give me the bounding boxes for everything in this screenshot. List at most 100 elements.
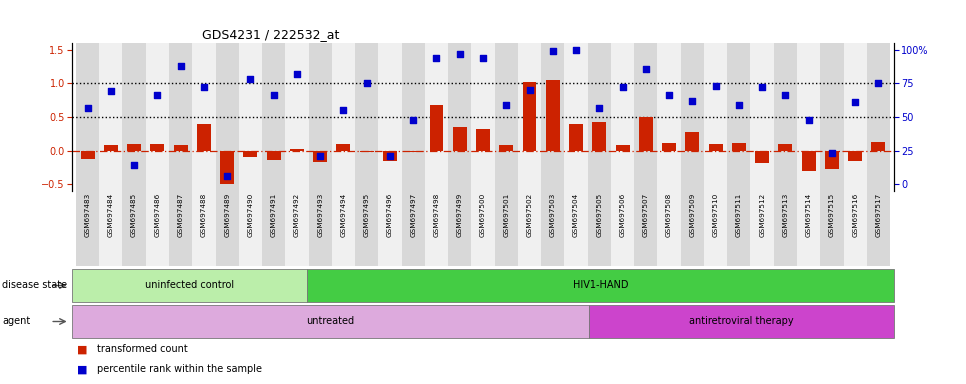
Bar <box>448 43 471 191</box>
Bar <box>635 191 658 266</box>
Bar <box>285 191 308 266</box>
Bar <box>151 144 164 151</box>
Bar <box>220 151 234 184</box>
Bar <box>867 191 890 266</box>
Point <box>266 93 281 99</box>
Bar <box>825 151 838 169</box>
Bar <box>471 43 495 191</box>
Text: GSM697500: GSM697500 <box>480 193 486 237</box>
Bar <box>128 144 141 151</box>
Text: transformed count: transformed count <box>97 344 187 354</box>
Point <box>429 55 444 61</box>
Bar <box>215 43 239 191</box>
Text: GSM697508: GSM697508 <box>667 193 672 237</box>
Text: GSM697515: GSM697515 <box>829 193 835 237</box>
Bar <box>499 145 513 151</box>
Bar <box>146 43 169 191</box>
Bar <box>709 144 723 151</box>
Bar <box>615 145 630 151</box>
Text: GSM697497: GSM697497 <box>411 193 416 237</box>
Text: GSM697496: GSM697496 <box>387 193 393 237</box>
Bar <box>774 191 797 266</box>
Bar <box>843 43 867 191</box>
Bar <box>639 117 653 151</box>
Text: GSM697513: GSM697513 <box>782 193 788 237</box>
Bar <box>99 43 123 191</box>
Bar <box>727 43 751 191</box>
Text: GSM697489: GSM697489 <box>224 193 230 237</box>
Point <box>242 76 258 83</box>
Bar <box>546 80 559 151</box>
Bar <box>123 43 146 191</box>
Text: GSM697510: GSM697510 <box>713 193 719 237</box>
Text: GSM697493: GSM697493 <box>317 193 324 237</box>
Text: GSM697490: GSM697490 <box>247 193 253 237</box>
Text: HIV1-HAND: HIV1-HAND <box>573 280 628 291</box>
Bar <box>99 191 123 266</box>
Bar <box>727 191 751 266</box>
Point <box>150 93 165 99</box>
Bar <box>146 191 169 266</box>
Bar <box>820 191 843 266</box>
Text: ■: ■ <box>77 364 88 374</box>
Bar <box>239 191 262 266</box>
Bar <box>662 142 676 151</box>
Bar <box>308 43 331 191</box>
Text: GSM697505: GSM697505 <box>596 193 603 237</box>
Bar <box>331 191 355 266</box>
Bar <box>72 305 588 338</box>
Bar <box>307 269 894 302</box>
Point <box>685 98 700 104</box>
Bar <box>379 43 402 191</box>
Text: GSM697495: GSM697495 <box>363 193 370 237</box>
Bar <box>592 122 607 151</box>
Bar <box>239 43 262 191</box>
Point <box>847 99 863 105</box>
Point <box>522 87 537 93</box>
Bar <box>779 144 792 151</box>
Text: agent: agent <box>2 316 30 326</box>
Text: untreated: untreated <box>306 316 355 326</box>
Bar <box>681 43 704 191</box>
Bar <box>658 191 681 266</box>
Point <box>196 84 212 91</box>
Bar <box>383 151 397 161</box>
Bar <box>564 43 587 191</box>
Bar <box>174 145 187 151</box>
Bar <box>448 191 471 266</box>
Point <box>545 48 560 54</box>
Bar <box>336 144 351 151</box>
Text: GSM697512: GSM697512 <box>759 193 765 237</box>
Point <box>801 117 816 123</box>
Bar <box>658 43 681 191</box>
Text: GSM697507: GSM697507 <box>642 193 649 237</box>
Bar <box>72 269 307 302</box>
Text: GSM697502: GSM697502 <box>526 193 532 237</box>
Point <box>614 84 630 91</box>
Bar <box>495 191 518 266</box>
Text: disease state: disease state <box>2 280 67 291</box>
Bar <box>192 191 215 266</box>
Text: GDS4231 / 222532_at: GDS4231 / 222532_at <box>202 28 339 41</box>
Point <box>80 104 96 111</box>
Text: GSM697483: GSM697483 <box>85 193 91 237</box>
Point <box>452 51 468 57</box>
Bar <box>243 151 257 157</box>
Text: GSM697517: GSM697517 <box>875 193 881 237</box>
Text: percentile rank within the sample: percentile rank within the sample <box>97 364 262 374</box>
Point <box>591 104 607 111</box>
Bar <box>453 127 467 151</box>
Bar <box>285 43 308 191</box>
Text: GSM697498: GSM697498 <box>434 193 440 237</box>
Bar <box>797 43 820 191</box>
Text: GSM697485: GSM697485 <box>131 193 137 237</box>
Point <box>662 93 677 99</box>
Text: GSM697501: GSM697501 <box>503 193 509 237</box>
Bar <box>262 43 285 191</box>
Bar <box>541 43 564 191</box>
Point <box>336 107 352 113</box>
Text: GSM697492: GSM697492 <box>294 193 299 237</box>
Bar <box>611 191 635 266</box>
Bar <box>518 43 541 191</box>
Bar <box>76 43 99 191</box>
